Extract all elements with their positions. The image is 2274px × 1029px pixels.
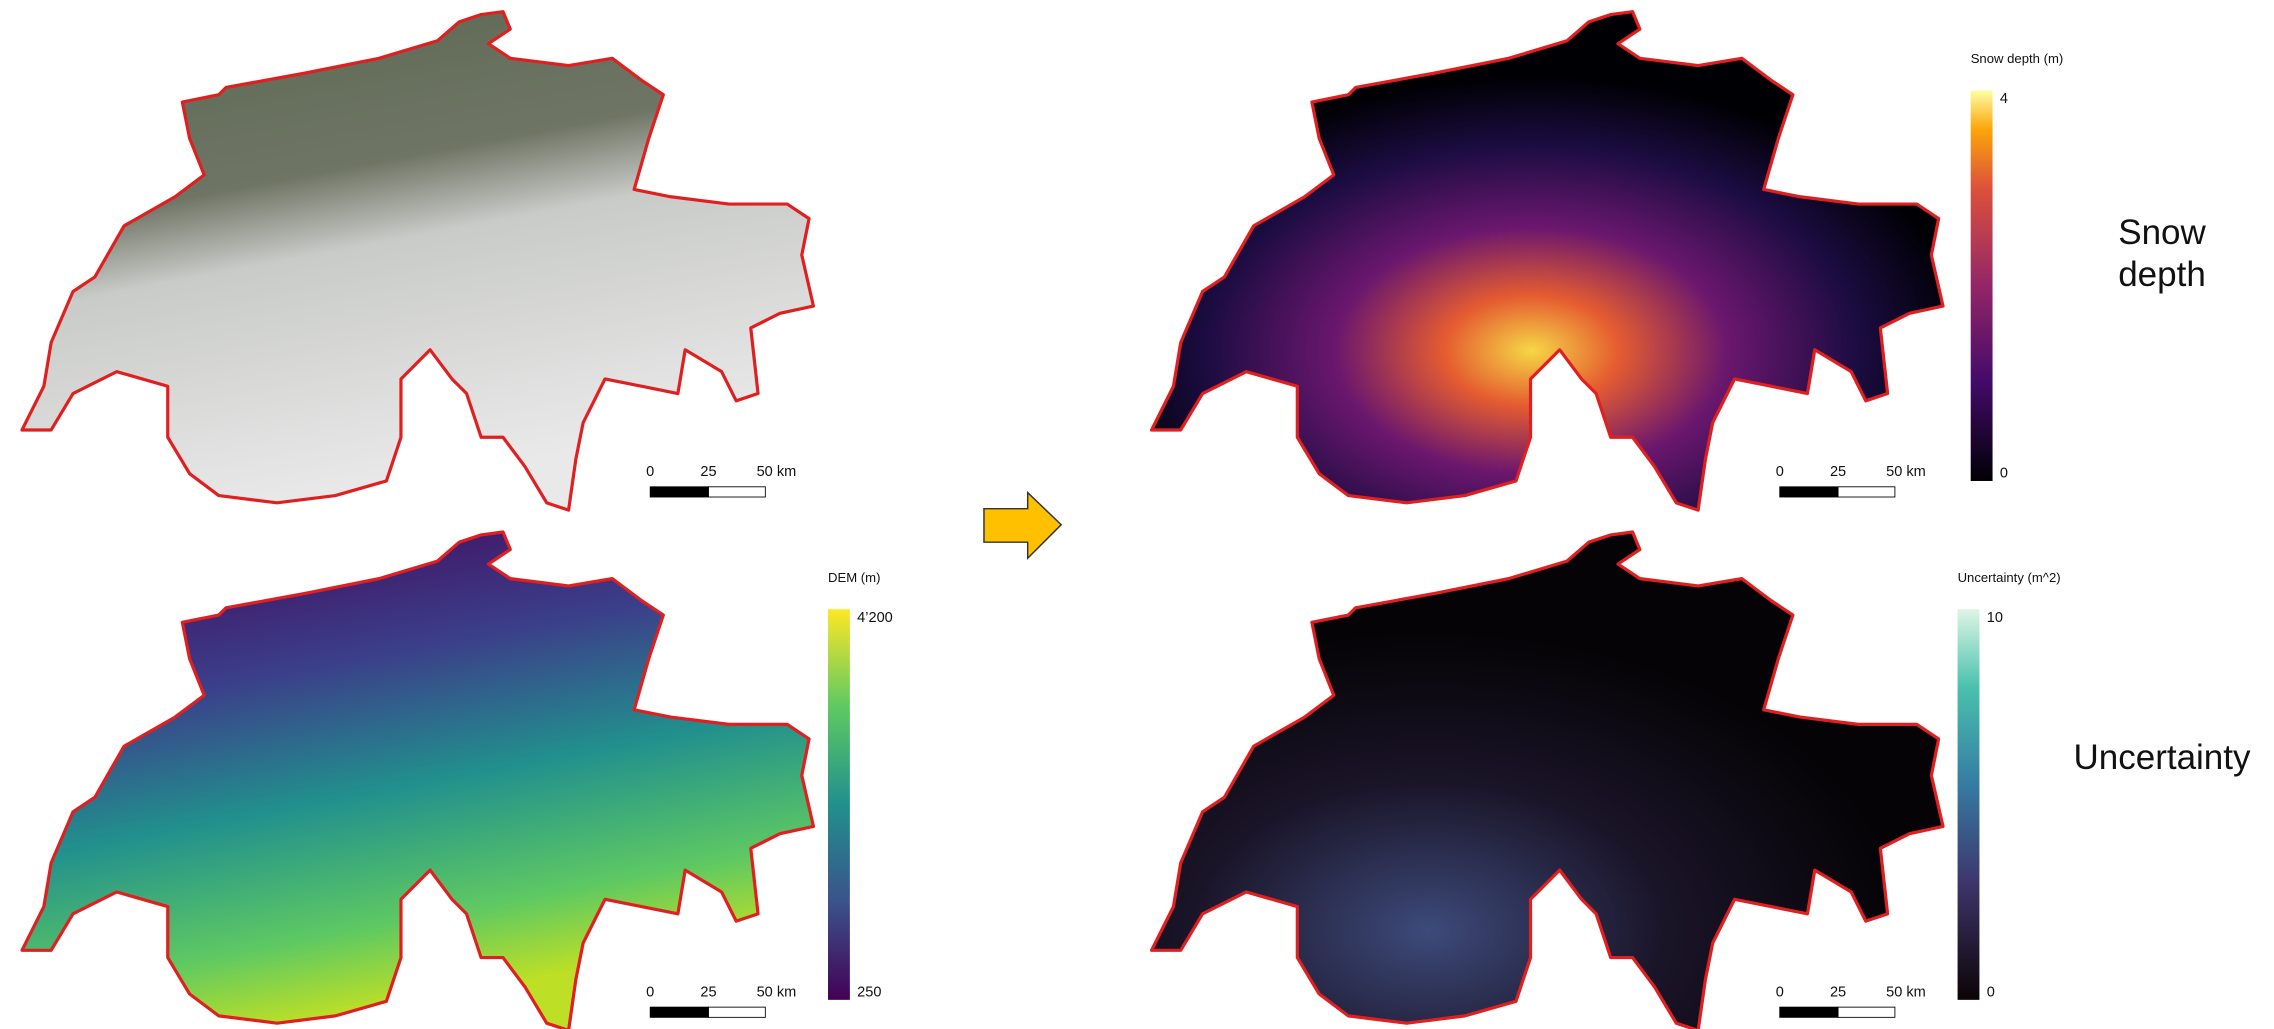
arrow [984, 493, 1061, 559]
scale-label: 25 [700, 984, 716, 1000]
country-map [1152, 532, 1943, 1029]
map-panel: 0 25 50 km [22, 12, 813, 510]
country-map [22, 12, 813, 510]
colorbar-min: 0 [1987, 984, 1995, 1000]
row-label: Snow depth [2087, 212, 2237, 296]
row-label: Uncertainty [2047, 737, 2274, 779]
colorbar [1958, 609, 1980, 1000]
scale-label: 0 [1776, 464, 1784, 480]
figure: 0 25 50 km 0 25 50 km 0 25 50 km 0 25 50 km DEM (m)… [0, 0, 2274, 1029]
scale-bar [1780, 487, 1838, 497]
country-map [22, 532, 813, 1029]
country-map [1152, 12, 1943, 510]
colorbar [1971, 90, 1993, 481]
scale-bar [1838, 1007, 1895, 1017]
scale-label: 25 [1830, 464, 1846, 480]
scale-label: 0 [646, 464, 654, 480]
scale-bar [1838, 487, 1895, 497]
scale-bar [1780, 1007, 1838, 1017]
map-panel: 0 25 50 km [1152, 532, 1943, 1029]
scale-label: 25 [700, 464, 716, 480]
map-panel: 0 25 50 km [22, 532, 813, 1029]
maps: 0 25 50 km 0 25 50 km 0 25 50 km 0 25 50 km [22, 12, 1943, 1029]
colorbar-title: DEM (m) [828, 570, 880, 585]
scale-label: 50 km [1886, 984, 1926, 1000]
colorbar-title: Snow depth (m) [1971, 51, 2064, 66]
map-panel: 0 25 50 km [1152, 12, 1943, 510]
colorbar-title: Uncertainty (m^2) [1958, 570, 2061, 585]
scale-label: 50 km [757, 464, 797, 480]
scale-bar [650, 1007, 708, 1017]
page: 0 25 50 km 0 25 50 km 0 25 50 km 0 25 50 km DEM (m)… [0, 0, 2274, 1029]
colorbar-min: 250 [857, 984, 881, 1000]
scale-bar [650, 487, 708, 497]
colorbar-max: 4 [2000, 91, 2008, 107]
colorbar-max: 4’200 [857, 610, 893, 626]
scale-label: 50 km [1886, 464, 1926, 480]
scale-label: 25 [1830, 984, 1846, 1000]
scale-label: 0 [646, 984, 654, 1000]
colorbar-min: 0 [2000, 466, 2008, 482]
colorbar [828, 609, 850, 1000]
scale-bar [708, 1007, 765, 1017]
scale-label: 50 km [757, 984, 797, 1000]
scale-label: 0 [1776, 984, 1784, 1000]
scale-bar [708, 487, 765, 497]
colorbar-max: 10 [1987, 610, 2003, 626]
